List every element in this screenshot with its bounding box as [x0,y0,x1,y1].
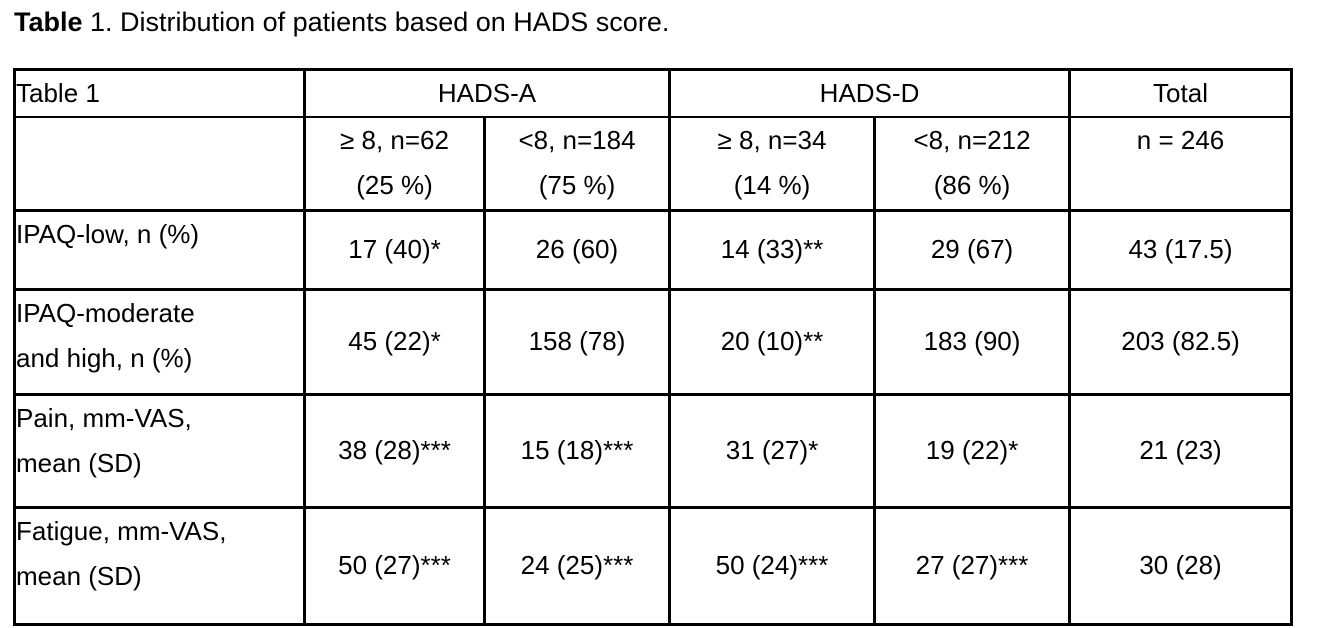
subheader-hads-a-low: <8, n=184 (75 %) [483,115,671,212]
corner-cell: Table 1 [13,68,306,118]
subheader-total-n: n = 246 [1068,115,1294,212]
table-caption: Table 1. Distribution of patients based … [14,6,669,38]
data-cell: 29 (67) [872,208,1072,291]
caption-bold-label: Table [14,7,83,37]
data-cell: 183 (90) [872,287,1072,396]
data-cell: 26 (60) [483,208,671,291]
data-cell: 45 (22)* [303,287,486,396]
row-label-line: and high, n (%) [16,343,193,373]
subheader-line1: n = 246 [1136,124,1225,155]
data-cell: 30 (28) [1068,505,1294,626]
row-label-cell: Pain, mm-VAS, mean (SD) [13,392,306,509]
data-cell: 20 (10)** [668,287,876,396]
group-header-hads-d: HADS-D [667,68,1072,118]
data-cell: 158 (78) [483,287,671,396]
row-label-line: mean (SD) [16,561,142,591]
group-header-total: Total [1068,68,1294,118]
subheader-line2: (25 %) [356,170,433,200]
caption-text: 1. Distribution of patients based on HAD… [90,7,670,37]
subheader-hads-a-high: ≥ 8, n=62 (25 %) [303,115,486,212]
group-header-hads-a: HADS-A [303,68,671,118]
data-cell: 15 (18)*** [483,392,671,509]
subheader-hads-d-high: ≥ 8, n=34 (14 %) [668,115,876,212]
data-cell: 24 (25)*** [483,505,671,626]
row-label-line: Fatigue, mm-VAS, [16,515,227,546]
subheader-line2: (86 %) [933,170,1011,200]
row-label-cell: IPAQ-low, n (%) [13,208,306,291]
subheader-line2: (14 %) [733,170,811,200]
data-cell: 31 (27)* [668,392,876,509]
subheader-hads-d-low: <8, n=212 (86 %) [872,115,1072,212]
data-cell: 50 (24)*** [668,505,876,626]
row-label-line: IPAQ-low, n (%) [16,218,200,249]
header-row-subgroups: ≥ 8, n=62 (25 %) <8, n=184 (75 %) ≥ 8, n… [13,115,1294,212]
subheader-line1: <8, n=212 [913,124,1031,155]
table-row-fatigue-vas: Fatigue, mm-VAS, mean (SD) 50 (27)*** 24… [13,505,1294,626]
empty-header-cell [13,115,306,212]
subheader-line1: ≥ 8, n=62 [340,124,449,155]
data-cell: 203 (82.5) [1068,287,1294,396]
table-row-pain-vas: Pain, mm-VAS, mean (SD) 38 (28)*** 15 (1… [13,392,1294,509]
subheader-line2: (75 %) [538,170,616,200]
data-cell: 14 (33)** [668,208,876,291]
data-cell: 27 (27)*** [872,505,1072,626]
row-label-line: IPAQ-moderate [16,297,195,328]
data-cell: 38 (28)*** [303,392,486,509]
header-row-groups: Table 1 HADS-A HADS-D Total [13,68,1294,118]
data-cell: 21 (23) [1068,392,1294,509]
table-row-ipaq-moderate-high: IPAQ-moderate and high, n (%) 45 (22)* 1… [13,287,1294,396]
data-cell: 19 (22)* [872,392,1072,509]
hads-distribution-table: Table 1 HADS-A HADS-D Total ≥ 8, n=62 (2… [13,68,1294,626]
subheader-line1: ≥ 8, n=34 [717,124,827,155]
data-cell: 17 (40)* [303,208,486,291]
row-label-line: mean (SD) [16,448,142,478]
row-label-cell: IPAQ-moderate and high, n (%) [13,287,306,396]
table-row-ipaq-low: IPAQ-low, n (%) 17 (40)* 26 (60) 14 (33)… [13,208,1294,291]
row-label-cell: Fatigue, mm-VAS, mean (SD) [13,505,306,626]
row-label-line: Pain, mm-VAS, [16,402,192,433]
data-cell: 43 (17.5) [1068,208,1294,291]
subheader-line1: <8, n=184 [518,124,636,155]
data-cell: 50 (27)*** [303,505,486,626]
